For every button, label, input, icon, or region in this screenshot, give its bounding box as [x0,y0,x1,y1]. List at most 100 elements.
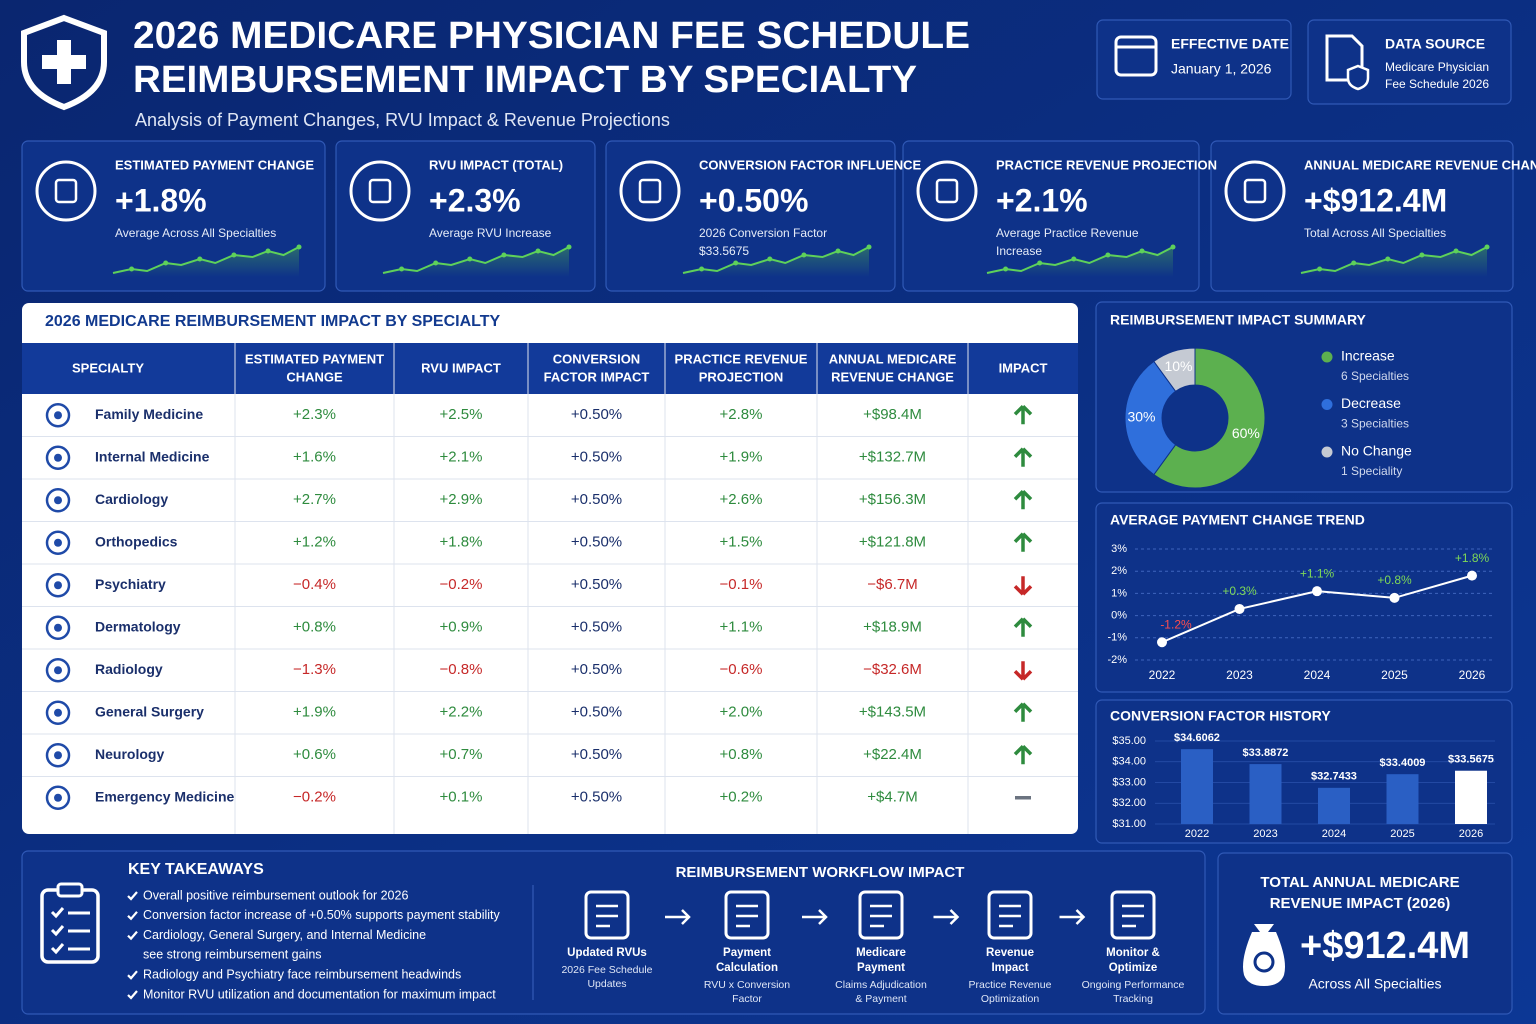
table-cell: −0.2% [440,576,483,593]
table-cell: +0.50% [571,704,622,721]
sparkline-dot [1484,244,1490,250]
takeaway-text: Cardiology, General Surgery, and Interna… [143,928,426,942]
table-cell: +$156.3M [859,491,926,508]
table-cell: −0.6% [720,661,763,678]
sparkline-area [113,247,299,277]
sparkline-dot [835,248,841,254]
kpi-note: Average Across All Specialties [115,226,276,240]
sparkline [382,246,570,274]
money-bag-icon [1243,932,1285,986]
legend-note: 1 Speciality [1341,464,1402,478]
table-cell: +1.5% [720,534,763,551]
step-desc: Tracking [1113,993,1153,1005]
clipboard-icon [50,907,90,955]
sparkline-dot [1419,252,1425,258]
specialty-icon [45,445,71,470]
impact-up-arrow [1013,490,1033,510]
table-cell: +0.50% [571,789,622,806]
specialty-icon [54,581,62,590]
table-cell: −0.2% [293,789,336,806]
step-icon [987,890,1033,940]
specialty-icon [45,403,71,428]
kpi-icon [1224,160,1286,222]
table-cell: +1.1% [720,619,763,636]
x-tick-label: 2025 [1381,668,1408,682]
step-desc: RVU x Conversion [704,979,790,991]
step-desc: Ongoing Performance [1082,979,1185,991]
sparkline-dot [1170,244,1176,250]
y-tick-label: -1% [1107,632,1127,644]
kpi-value: +0.50% [699,182,808,218]
table-cell: +0.2% [720,789,763,806]
legend-note: 3 Specialties [1341,417,1409,431]
takeaways-title: KEY TAKEAWAYS [128,861,264,878]
specialty-icon [54,623,62,632]
step-title: Impact [991,962,1028,974]
sparkline [986,246,1174,274]
sparkline-dot [1071,256,1077,262]
value-label: +1.8% [1455,551,1490,565]
check-icon [127,930,138,941]
sparkline-dot [801,252,807,258]
kpi-card [1210,140,1514,292]
table-cell: +0.50% [571,491,622,508]
table-cell: −$6.7M [867,576,917,593]
specialty-icon [45,700,71,725]
sparkline-dot [296,244,302,250]
sparkline-dot [163,260,169,266]
step-desc: Optimization [981,993,1040,1005]
kpi-label: CONVERSION FACTOR INFLUENCE [699,157,922,172]
sparkline-dot [1139,248,1145,254]
flow-arrow [802,909,828,925]
data-source-value: Fee Schedule 2026 [1385,77,1489,91]
legend-swatch [1321,351,1333,363]
total-title: TOTAL ANNUAL MEDICARE [1260,874,1459,891]
y-tick-label: 0% [1111,610,1127,622]
sparkline [1300,246,1488,274]
table-cell: +1.2% [293,534,336,551]
specialty-name: Dermatology [95,618,181,634]
trend-point [1389,592,1400,603]
specialty-icon [45,785,71,810]
table-cell: +0.8% [293,619,336,636]
kpi-note: 2026 Conversion Factor [699,226,827,240]
step-icon [584,890,630,940]
y-tick-label: $31.00 [1112,818,1146,830]
kpi-label: ANNUAL MEDICARE REVENUE CHANGE [1304,157,1536,172]
takeaway-text: Radiology and Psychiatry face reimbursem… [143,967,461,981]
sparkline-area [383,247,569,277]
step-title: Payment [857,962,905,974]
impact-down-arrow [1013,576,1033,596]
specialty-icon [54,496,62,505]
table-cell: +0.9% [440,619,483,636]
table-cell: +$132.7M [859,449,926,466]
specialty-icon [54,666,62,675]
specialty-name: Emergency Medicine [95,788,234,804]
sparkline-area [987,247,1173,277]
impact-up-arrow [1013,617,1033,637]
check-icon [127,990,138,1000]
sparkline [682,246,870,274]
check-icon [127,891,138,901]
step-desc: Updates [587,978,626,990]
effective-date-label: EFFECTIVE DATE [1171,36,1289,52]
table-cell: +0.6% [293,746,336,763]
takeaway-text: Conversion factor increase of +0.50% sup… [143,908,501,922]
trend-point [1157,637,1167,648]
table-cell: −1.3% [293,661,336,678]
kpi-card [902,140,1200,292]
bottom-panel [21,850,1206,1015]
calendar-icon [1114,35,1158,77]
chart-title: CONVERSION FACTOR HISTORY [1110,708,1331,724]
sparkline-area [683,247,869,277]
y-tick-label: 1% [1111,587,1127,599]
column-header: ANNUAL MEDICARE [829,351,957,366]
step-title: Medicare [856,947,906,959]
column-header: REVENUE CHANGE [831,369,954,384]
step-icon [1110,890,1156,940]
step-title: Revenue [986,947,1034,959]
kpi-icon [54,178,78,204]
donut-slice [1153,347,1266,489]
sparkline-dot [1317,266,1323,272]
